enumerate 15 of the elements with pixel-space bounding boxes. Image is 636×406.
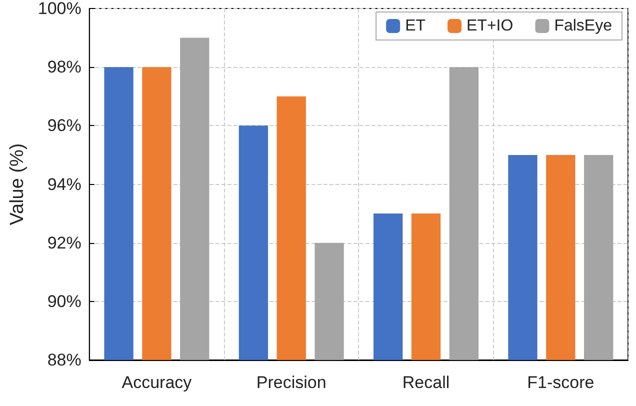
y-tick-label: 90% bbox=[47, 292, 82, 311]
y-axis-title: Value (%) bbox=[7, 143, 28, 226]
x-tick-label: Accuracy bbox=[122, 373, 192, 392]
legend-label: ET bbox=[405, 18, 426, 34]
y-tick-label: 96% bbox=[47, 116, 82, 136]
legend-label: ET+IO bbox=[466, 18, 514, 34]
legend-label: FalsEye bbox=[554, 18, 612, 34]
y-tick-label: 92% bbox=[47, 233, 82, 252]
x-tick-label: Precision bbox=[256, 373, 326, 392]
y-tick-label: 88% bbox=[47, 350, 82, 370]
y-tick-label: 94% bbox=[47, 174, 82, 194]
y-tick-label: 98% bbox=[47, 58, 82, 77]
x-tick-label: Recall bbox=[402, 373, 450, 392]
x-tick-label: F1-score bbox=[527, 373, 594, 392]
y-tick-label: 100% bbox=[38, 0, 82, 18]
